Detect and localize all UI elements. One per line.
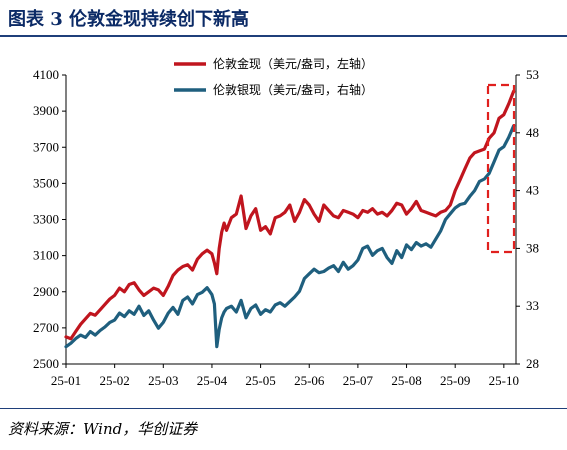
x-tick-label: 25-07 <box>343 373 374 388</box>
chart-legend: 伦敦金现（美元/盎司，左轴） 伦敦银现（美元/盎司，右轴） <box>174 56 373 97</box>
y-left-tick-label: 3900 <box>33 103 59 118</box>
y-left-tick-label: 3300 <box>33 212 59 227</box>
y-right-tick-label: 33 <box>526 298 539 313</box>
gold-price-line <box>64 89 516 341</box>
x-tick-label: 25-08 <box>391 373 421 388</box>
x-tick-label: 25-05 <box>245 373 275 388</box>
series-layer <box>64 89 516 349</box>
y-right-tick-label: 38 <box>526 240 539 255</box>
y-left-tick-label: 2700 <box>33 320 59 335</box>
line-chart: 2500 2700 2900 3100 3300 3500 3700 3900 4100 28 33… <box>33 56 539 388</box>
chart-axes: 2500 2700 2900 3100 3300 3500 3700 3900 4100 28 33… <box>33 67 539 388</box>
y-left-tick-label: 2900 <box>33 284 59 299</box>
figure-header: 图表 3 伦敦金现持续创下新高 <box>0 0 567 36</box>
y-left-tick-label: 2500 <box>33 356 59 371</box>
figure-title: 图表 3 伦敦金现持续创下新高 <box>8 9 250 30</box>
x-tick-label: 25-10 <box>489 373 519 388</box>
source-rule <box>0 408 567 409</box>
highlight-box-layer <box>486 83 516 254</box>
recent-high-highlight-box <box>486 83 516 254</box>
source-note: 资料来源：Wind，华创证券 <box>8 420 198 438</box>
legend-label-gold: 伦敦金现（美元/盎司，左轴） <box>213 56 373 71</box>
y-right-tick-label: 48 <box>526 125 539 140</box>
silver-price-line <box>64 124 516 349</box>
y-left-tick-label: 3700 <box>33 139 59 154</box>
x-tick-label: 25-06 <box>294 373 325 388</box>
y-right-tick-label: 43 <box>526 183 539 198</box>
y-right-tick-label: 53 <box>526 67 539 82</box>
x-tick-label: 25-04 <box>197 373 228 388</box>
y-right-tick-label: 28 <box>526 356 539 371</box>
x-tick-label: 25-09 <box>440 373 470 388</box>
y-left-tick-label: 3100 <box>33 248 59 263</box>
legend-label-silver: 伦敦银现（美元/盎司，右轴） <box>213 82 373 97</box>
x-tick-label: 25-02 <box>99 373 129 388</box>
y-left-tick-label: 4100 <box>33 67 59 82</box>
x-tick-label: 25-01 <box>51 373 81 388</box>
x-tick-label: 25-03 <box>148 373 178 388</box>
title-rule <box>0 35 567 37</box>
y-left-tick-label: 3500 <box>33 175 59 190</box>
